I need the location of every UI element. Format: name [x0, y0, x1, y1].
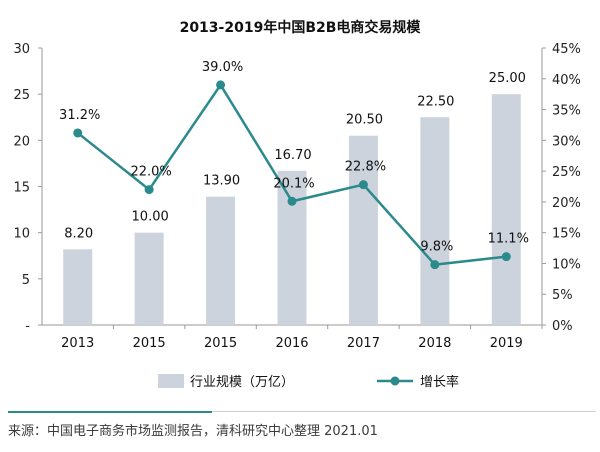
- growth-value-label: 9.8%: [420, 240, 453, 255]
- source-divider-accent: [8, 411, 212, 413]
- x-tick-label: 2017: [347, 336, 380, 351]
- bar: [348, 135, 378, 325]
- y-right-tick-label: 15%: [552, 227, 581, 242]
- y-right-tick-label: 0%: [552, 319, 573, 334]
- growth-value-label: 22.0%: [130, 165, 171, 180]
- growth-value-label: 11.1%: [488, 232, 529, 247]
- bar: [134, 232, 164, 325]
- bar-value-label: 22.50: [417, 94, 454, 109]
- y-left-tick-label: 15: [13, 181, 30, 196]
- y-right-tick-label: 30%: [552, 134, 581, 149]
- x-tick-label: 2015: [204, 336, 237, 351]
- growth-value-label: 39.0%: [202, 60, 243, 75]
- bar: [420, 117, 450, 325]
- growth-value-label: 22.8%: [345, 160, 386, 175]
- y-right-tick-label: 25%: [552, 165, 581, 180]
- y-right-tick-label: 40%: [552, 73, 581, 88]
- bar: [277, 170, 307, 325]
- bar: [206, 196, 236, 325]
- bar-value-label: 13.90: [203, 174, 240, 189]
- growth-value-label: 20.1%: [273, 176, 314, 191]
- y-left-tick-label: 20: [13, 134, 30, 149]
- growth-point: [287, 196, 297, 206]
- bar-value-label: 10.00: [132, 210, 169, 225]
- growth-point: [501, 252, 511, 262]
- legend-label-bars: 行业规模（万亿）: [190, 375, 294, 390]
- y-right-tick-label: 10%: [552, 257, 581, 272]
- x-tick-label: 2018: [418, 336, 451, 351]
- y-left-tick-label: 10: [13, 227, 30, 242]
- bar: [491, 94, 521, 326]
- growth-point: [216, 80, 226, 90]
- growth-point: [73, 128, 83, 138]
- bar-value-label: 16.70: [274, 148, 311, 163]
- x-tick-label: 2016: [275, 336, 308, 351]
- source-divider: [212, 411, 596, 412]
- bar: [63, 249, 93, 325]
- chart-title: 2013-2019年中国B2B电商交易规模: [180, 19, 422, 36]
- y-right-tick-label: 20%: [552, 196, 581, 211]
- y-right-tick-label: 35%: [552, 104, 581, 119]
- y-left-tick-label: -: [25, 319, 30, 334]
- x-tick-label: 2015: [133, 336, 166, 351]
- x-tick-label: 2019: [490, 336, 523, 351]
- source-note: 来源：中国电子商务市场监测报告，清科研究中心整理 2021.01: [8, 424, 378, 439]
- x-tick-label: 2013: [61, 336, 94, 351]
- y-left-tick-label: 25: [13, 88, 30, 103]
- bar-value-label: 8.20: [64, 226, 93, 241]
- bar-value-label: 25.00: [489, 71, 526, 86]
- y-right-tick-label: 5%: [552, 288, 573, 303]
- growth-value-label: 31.2%: [59, 108, 100, 123]
- growth-point: [430, 260, 440, 270]
- y-right-tick-label: 45%: [552, 42, 581, 57]
- legend-label-line: 增长率: [420, 374, 459, 390]
- legend-swatch-marker: [390, 376, 400, 386]
- legend-swatch-bars: [158, 374, 184, 388]
- y-left-tick-label: 30: [13, 42, 30, 57]
- growth-point: [144, 185, 154, 195]
- bar-value-label: 20.50: [346, 113, 383, 128]
- y-left-tick-label: 5: [22, 273, 30, 288]
- growth-point: [358, 180, 368, 190]
